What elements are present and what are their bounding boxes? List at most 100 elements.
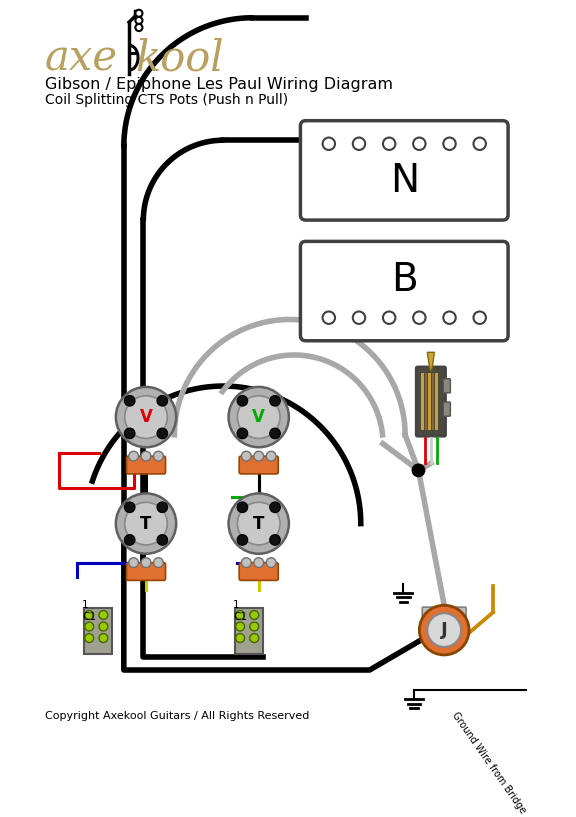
Circle shape	[270, 534, 281, 545]
Circle shape	[116, 387, 176, 447]
Circle shape	[427, 614, 461, 647]
Text: C1: C1	[233, 612, 247, 622]
Circle shape	[353, 137, 365, 150]
Text: Copyright Axekool Guitars / All Rights Reserved: Copyright Axekool Guitars / All Rights R…	[45, 711, 309, 721]
Text: Coil Splitting CTS Pots (Push n Pull): Coil Splitting CTS Pots (Push n Pull)	[45, 93, 288, 107]
Circle shape	[236, 622, 245, 631]
Circle shape	[473, 137, 486, 150]
Circle shape	[99, 622, 108, 631]
Circle shape	[141, 451, 151, 461]
Circle shape	[254, 558, 264, 568]
Text: T: T	[253, 515, 264, 533]
Circle shape	[237, 502, 248, 512]
Circle shape	[99, 610, 108, 619]
FancyBboxPatch shape	[425, 373, 427, 431]
Circle shape	[473, 311, 486, 324]
FancyBboxPatch shape	[84, 608, 112, 654]
Text: Gibson / Epiphone Les Paul Wiring Diagram: Gibson / Epiphone Les Paul Wiring Diagra…	[45, 77, 393, 92]
Circle shape	[124, 395, 135, 406]
Circle shape	[237, 534, 248, 545]
Circle shape	[250, 610, 259, 619]
FancyBboxPatch shape	[435, 373, 438, 431]
Text: kool: kool	[135, 38, 224, 80]
Circle shape	[323, 137, 335, 150]
Circle shape	[135, 17, 142, 24]
FancyBboxPatch shape	[422, 607, 437, 619]
FancyBboxPatch shape	[432, 373, 434, 431]
Circle shape	[236, 610, 245, 619]
Circle shape	[323, 311, 335, 324]
FancyBboxPatch shape	[301, 121, 508, 220]
Text: N: N	[390, 162, 419, 200]
Circle shape	[266, 451, 276, 461]
Circle shape	[419, 605, 469, 655]
Circle shape	[128, 451, 138, 461]
Polygon shape	[427, 352, 434, 370]
FancyBboxPatch shape	[127, 563, 165, 580]
Circle shape	[237, 502, 280, 545]
Circle shape	[124, 502, 135, 512]
Circle shape	[250, 634, 259, 642]
Circle shape	[157, 534, 168, 545]
Circle shape	[236, 634, 245, 642]
FancyBboxPatch shape	[235, 608, 263, 654]
Circle shape	[157, 395, 168, 406]
Circle shape	[241, 558, 251, 568]
FancyBboxPatch shape	[421, 373, 424, 431]
Circle shape	[250, 622, 259, 631]
Circle shape	[270, 502, 281, 512]
FancyBboxPatch shape	[127, 456, 165, 474]
FancyBboxPatch shape	[239, 563, 278, 580]
Circle shape	[413, 311, 426, 324]
Circle shape	[85, 622, 94, 631]
Text: 1: 1	[82, 600, 89, 610]
Circle shape	[254, 451, 264, 461]
Text: J: J	[441, 621, 448, 639]
Circle shape	[124, 428, 135, 439]
Circle shape	[157, 502, 168, 512]
Text: C1: C1	[82, 612, 96, 622]
Circle shape	[237, 428, 248, 439]
Circle shape	[85, 634, 94, 642]
Text: axe: axe	[45, 38, 118, 80]
Circle shape	[413, 137, 426, 150]
Text: V: V	[139, 408, 153, 426]
Circle shape	[383, 137, 395, 150]
FancyBboxPatch shape	[444, 402, 450, 416]
FancyBboxPatch shape	[239, 456, 278, 474]
Circle shape	[237, 395, 280, 439]
Circle shape	[229, 387, 289, 447]
Circle shape	[353, 311, 365, 324]
FancyBboxPatch shape	[452, 607, 466, 619]
Circle shape	[241, 451, 251, 461]
Circle shape	[229, 493, 289, 554]
Circle shape	[444, 311, 456, 324]
Circle shape	[85, 610, 94, 619]
Text: 1: 1	[233, 600, 240, 610]
Circle shape	[125, 395, 167, 439]
Circle shape	[135, 24, 142, 31]
Circle shape	[154, 451, 164, 461]
Circle shape	[270, 428, 281, 439]
FancyBboxPatch shape	[301, 241, 508, 341]
Circle shape	[124, 534, 135, 545]
Circle shape	[154, 558, 164, 568]
FancyBboxPatch shape	[428, 373, 431, 431]
Text: T: T	[141, 515, 151, 533]
Circle shape	[237, 395, 248, 406]
Text: B: B	[391, 261, 418, 299]
Circle shape	[157, 428, 168, 439]
Circle shape	[270, 395, 281, 406]
Circle shape	[141, 558, 151, 568]
Text: V: V	[252, 408, 265, 426]
Circle shape	[116, 493, 176, 554]
FancyBboxPatch shape	[444, 379, 450, 393]
FancyBboxPatch shape	[416, 367, 445, 436]
Circle shape	[383, 311, 395, 324]
Circle shape	[135, 10, 142, 17]
Circle shape	[99, 634, 108, 642]
Circle shape	[444, 137, 456, 150]
Text: Ground Wire from Bridge: Ground Wire from Bridge	[449, 710, 527, 815]
Circle shape	[412, 464, 425, 476]
Circle shape	[128, 558, 138, 568]
